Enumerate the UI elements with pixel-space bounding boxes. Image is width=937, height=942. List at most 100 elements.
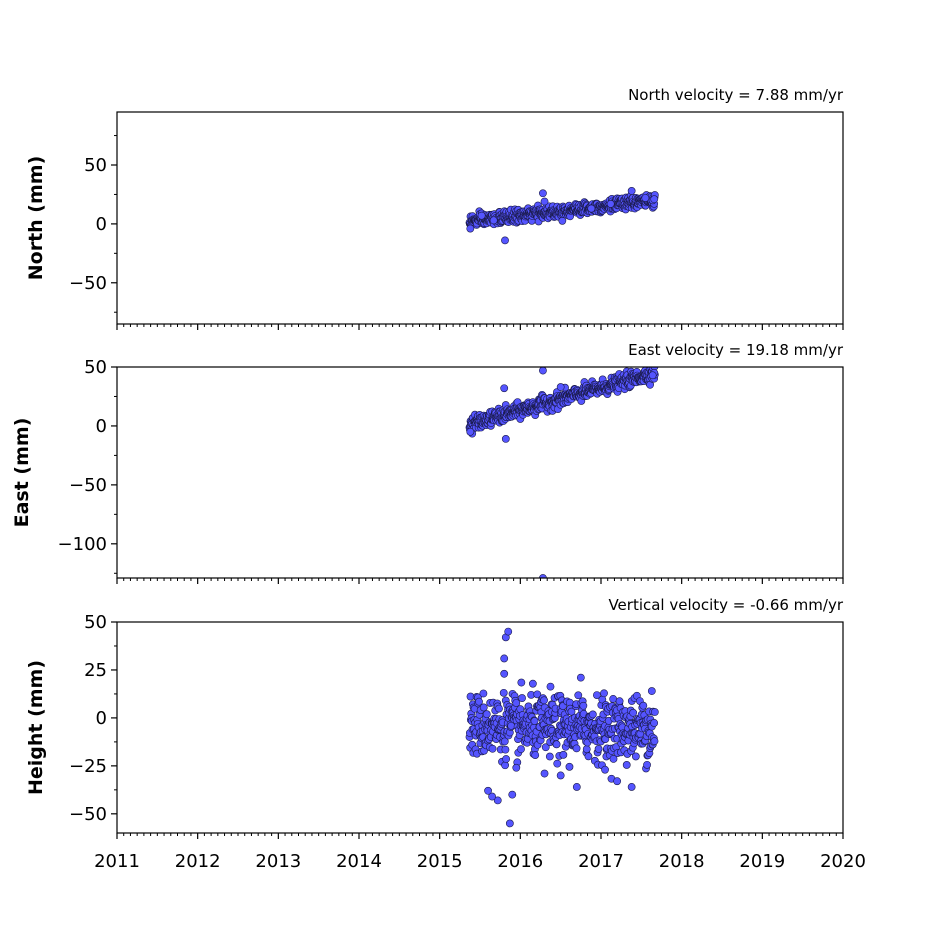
outlier-point bbox=[606, 199, 615, 208]
outlier-point bbox=[512, 763, 521, 772]
outlier-point bbox=[500, 669, 509, 678]
series-north bbox=[465, 187, 659, 245]
x-tick-label: 2016 bbox=[497, 851, 543, 872]
outlier-point bbox=[489, 216, 498, 225]
data-point bbox=[499, 688, 508, 697]
x-tick-label: 2017 bbox=[578, 851, 624, 872]
data-point bbox=[650, 737, 659, 746]
outlier-point bbox=[477, 211, 486, 220]
data-point bbox=[475, 697, 483, 706]
data-point bbox=[518, 694, 526, 702]
x-tick-label: 2011 bbox=[94, 851, 140, 872]
axes-frame bbox=[116, 366, 844, 579]
y-axis-label: East (mm) bbox=[11, 418, 33, 528]
data-point bbox=[546, 682, 555, 691]
data-point bbox=[631, 752, 640, 761]
series-east bbox=[465, 367, 659, 578]
y-tick-label: −25 bbox=[69, 756, 107, 777]
data-point bbox=[530, 717, 539, 725]
data-point bbox=[517, 678, 526, 687]
data-point bbox=[517, 745, 525, 754]
data-point bbox=[639, 701, 648, 710]
outlier-point bbox=[556, 771, 565, 780]
data-point bbox=[600, 689, 608, 698]
data-point bbox=[479, 689, 488, 698]
data-point bbox=[500, 737, 509, 746]
data-point bbox=[593, 691, 601, 699]
data-point bbox=[572, 744, 581, 753]
y-tick-label: 0 bbox=[96, 416, 107, 437]
data-point bbox=[579, 701, 588, 710]
data-point bbox=[584, 752, 593, 761]
data-point bbox=[488, 744, 497, 753]
data-point bbox=[501, 745, 510, 754]
outlier-point bbox=[540, 197, 549, 206]
outlier-point bbox=[539, 574, 547, 578]
outlier-point bbox=[508, 790, 517, 799]
outlier-point bbox=[466, 427, 475, 436]
outlier-point bbox=[540, 769, 549, 778]
data-point bbox=[545, 752, 554, 761]
data-point bbox=[559, 750, 568, 759]
outlier-point bbox=[501, 435, 510, 443]
outlier-point bbox=[500, 654, 509, 663]
outlier-point bbox=[587, 204, 596, 213]
panel-east: 50 0 −50 −100 East (mm) East velocity = 19.18… bbox=[11, 341, 844, 584]
x-tick-label: 2015 bbox=[417, 851, 463, 872]
outlier-point bbox=[627, 187, 636, 195]
outlier-point bbox=[572, 783, 581, 791]
outlier-point bbox=[601, 765, 609, 774]
data-point bbox=[553, 759, 562, 768]
y-tick-label: −100 bbox=[58, 534, 107, 555]
x-tick-label: 2019 bbox=[739, 851, 785, 872]
y-tick-label: −50 bbox=[69, 804, 107, 825]
data-point bbox=[533, 690, 542, 699]
velocity-annotation: North velocity = 7.88 mm/yr bbox=[628, 86, 844, 104]
y-tick-label: 0 bbox=[96, 214, 107, 235]
outlier-point bbox=[501, 236, 509, 245]
velocity-annotation: Vertical velocity = -0.66 mm/yr bbox=[608, 596, 843, 614]
y-tick-label: −50 bbox=[69, 475, 107, 496]
data-point bbox=[495, 704, 503, 713]
x-tick-label: 2014 bbox=[336, 851, 382, 872]
data-point bbox=[565, 762, 574, 771]
x-tick-label: 2020 bbox=[820, 851, 866, 872]
data-point bbox=[541, 743, 550, 752]
data-point bbox=[609, 695, 618, 703]
data-point bbox=[622, 761, 631, 769]
outlier-point bbox=[466, 224, 475, 233]
x-tick-label: 2012 bbox=[175, 851, 221, 872]
data-point bbox=[574, 691, 583, 700]
data-point bbox=[502, 755, 510, 763]
data-point bbox=[531, 751, 540, 759]
y-axis-label: Height (mm) bbox=[25, 660, 47, 795]
y-tick-label: 50 bbox=[84, 357, 107, 378]
series-vertical bbox=[465, 627, 659, 828]
y-tick-label: 25 bbox=[84, 660, 107, 681]
data-point bbox=[482, 710, 491, 719]
panel-north: 50 0 −50 North (mm) North velocity = 7.88 mm… bbox=[25, 86, 844, 330]
data-point bbox=[567, 707, 576, 716]
outlier-point bbox=[627, 783, 636, 791]
outlier-point bbox=[504, 627, 513, 636]
outlier-point bbox=[539, 367, 547, 375]
outlier-point bbox=[484, 786, 492, 795]
outlier-point bbox=[556, 383, 565, 391]
y-tick-label: 0 bbox=[96, 708, 107, 729]
data-point bbox=[512, 699, 521, 707]
velocity-annotation: East velocity = 19.18 mm/yr bbox=[628, 341, 844, 359]
data-point bbox=[528, 679, 537, 688]
data-point bbox=[609, 754, 618, 763]
data-point bbox=[552, 740, 561, 749]
outlier-point bbox=[505, 819, 514, 828]
y-axis-label: North (mm) bbox=[25, 156, 47, 281]
data-point bbox=[615, 697, 624, 706]
outlier-point bbox=[650, 195, 659, 204]
x-tick-label: 2018 bbox=[659, 851, 705, 872]
data-point bbox=[650, 708, 659, 716]
data-point bbox=[540, 696, 548, 705]
outlier-point bbox=[539, 189, 547, 198]
data-point bbox=[582, 745, 591, 754]
y-tick-label: 50 bbox=[84, 612, 107, 633]
